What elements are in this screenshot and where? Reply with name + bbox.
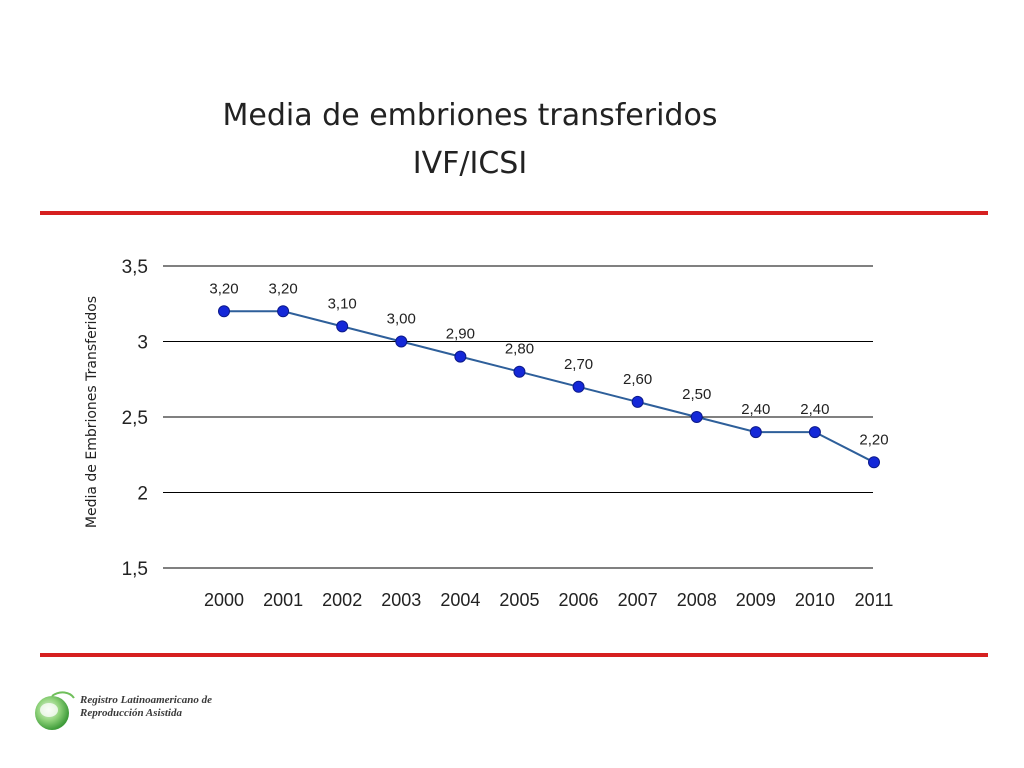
x-tick-label: 2008: [677, 590, 717, 610]
data-label: 3,20: [268, 280, 297, 297]
data-label: 2,50: [682, 386, 711, 403]
data-label: 2,20: [859, 431, 888, 448]
data-label: 2,90: [446, 326, 475, 343]
data-point: [631, 395, 644, 408]
x-axis-ticks: 2000 2001 2002 2003 2004 2005 2006 2007 2008 2009…: [204, 590, 893, 610]
registry-logo: Registro Latinoamericano de Reproducción…: [30, 688, 280, 736]
chart-title: Media de embriones transferidos IVF/ICSI: [0, 92, 940, 188]
data-point: [277, 305, 290, 318]
chart-title-line1: Media de embriones transferidos: [222, 98, 718, 133]
y-tick-label: 3,5: [122, 257, 148, 278]
y-tick-label: 2,5: [122, 408, 148, 429]
top-divider: [40, 211, 988, 215]
data-point: [868, 456, 880, 469]
x-tick-label: 2004: [440, 590, 480, 610]
x-tick-label: 2002: [322, 590, 362, 610]
data-point: [690, 411, 703, 423]
data-label: 2,70: [564, 356, 593, 373]
data-point: [218, 305, 230, 318]
data-point: [572, 380, 585, 393]
data-label: 2,40: [800, 401, 829, 418]
data-point: [749, 426, 762, 439]
registry-name-line1: Registro Latinoamericano de: [80, 694, 212, 706]
x-tick-label: 2011: [855, 590, 894, 610]
data-point: [336, 320, 349, 333]
data-label: 2,40: [741, 401, 770, 418]
data-points: [218, 305, 880, 469]
data-point: [395, 335, 408, 348]
x-tick-label: 2007: [618, 590, 658, 610]
x-tick-label: 2000: [204, 590, 244, 610]
y-tick-label: 3: [137, 333, 148, 354]
x-tick-label: 2003: [381, 590, 421, 610]
chart-title-line2: IVF/ICSI: [412, 146, 528, 181]
y-tick-label: 2: [137, 484, 148, 505]
y-axis-label: Media de Embriones Transferidos: [84, 296, 100, 528]
data-point: [808, 426, 821, 439]
data-point: [513, 365, 526, 378]
data-label: 2,80: [505, 341, 534, 358]
gridlines: [163, 265, 873, 569]
data-label: 3,20: [209, 280, 238, 297]
bottom-divider: [40, 653, 988, 657]
series-line: [224, 310, 875, 464]
x-tick-label: 2001: [263, 590, 303, 610]
registry-name-line2: Reproducción Asistida: [80, 707, 182, 719]
data-label: 3,00: [387, 311, 416, 328]
data-label: 2,60: [623, 371, 652, 388]
x-tick-label: 2005: [499, 590, 539, 610]
data-label: 3,10: [328, 295, 357, 312]
data-point: [454, 350, 467, 363]
x-tick-label: 2009: [736, 590, 776, 610]
y-axis-ticks: 3,5 3 2,5 2 1,5: [122, 257, 148, 580]
x-tick-label: 2006: [559, 590, 599, 610]
y-tick-label: 1,5: [122, 559, 148, 580]
registry-name: Registro Latinoamericano de Reproducción…: [80, 694, 212, 720]
registry-globe-icon: [35, 691, 75, 730]
x-tick-label: 2010: [795, 590, 835, 610]
data-labels: 3,20 3,20 3,10 3,00 2,90 2,80 2,70 2,60 2,50 2,40…: [209, 280, 888, 448]
